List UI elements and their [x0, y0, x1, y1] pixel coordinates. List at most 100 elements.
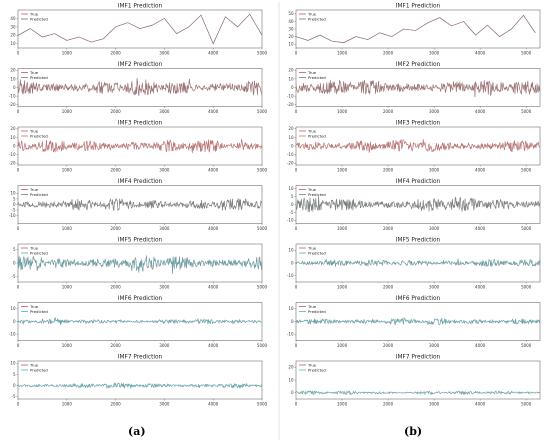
legend-true-label: True [29, 70, 39, 75]
y-tick-label: 10 [10, 135, 16, 140]
x-tick-label: 3000 [159, 226, 170, 231]
x-tick-label: 3000 [429, 109, 440, 114]
x-tick-label: 5000 [257, 226, 268, 231]
y-tick-label: -10 [287, 332, 294, 337]
y-tick-label: -10 [287, 273, 294, 278]
y-tick-label: 10 [288, 76, 294, 81]
x-tick-label: 1000 [337, 402, 348, 407]
y-tick-label: 40 [288, 19, 294, 24]
x-tick-label: 4000 [208, 168, 219, 173]
x-tick-label: 0 [295, 285, 298, 290]
y-tick-label: 5 [13, 196, 16, 201]
legend-true-label: True [307, 245, 317, 250]
imf-chart-a-3: IMF3 Prediction 0 1000 2000 3000 4000 5000 -20 -… [9, 121, 268, 173]
x-tick-label: 0 [17, 343, 20, 348]
x-tick-label: 4000 [475, 168, 486, 173]
x-tick-label: 5000 [257, 109, 268, 114]
x-tick-label: 4000 [475, 109, 486, 114]
x-tick-label: 0 [17, 402, 20, 407]
legend-true-label: True [307, 362, 317, 367]
y-tick-label: 10 [10, 306, 16, 311]
legend-predicted-label: Predicted [308, 16, 326, 21]
plot-frame [295, 302, 541, 341]
y-tick-label: -10 [9, 152, 16, 157]
y-tick-label: 20 [288, 365, 294, 370]
y-tick-label: 0 [291, 85, 294, 90]
series-predicted-line [18, 382, 262, 389]
chart-title: IMF4 Prediction [396, 179, 441, 185]
legend-predicted-label: Predicted [308, 192, 326, 197]
legend-predicted-label: Predicted [30, 133, 48, 138]
series-predicted-line [296, 14, 536, 43]
series-predicted-line [296, 139, 540, 153]
x-tick-label: 4000 [208, 402, 219, 407]
series-predicted-line [18, 77, 262, 96]
legend-true-label: True [307, 304, 317, 309]
x-tick-label: 2000 [111, 51, 122, 56]
x-tick-label: 0 [295, 343, 298, 348]
y-tick-label: 20 [10, 33, 16, 38]
y-tick-label: -5 [290, 210, 294, 215]
imf-chart-b-6: IMF6 Prediction 0 1000 2000 3000 4000 5000 -10 0… [287, 296, 541, 348]
y-tick-label: 20 [288, 68, 294, 73]
plot-frame [295, 243, 541, 283]
y-tick-label: 20 [10, 68, 16, 73]
x-tick-label: 2000 [383, 226, 394, 231]
x-tick-label: 2000 [383, 109, 394, 114]
legend-true-label: True [29, 362, 39, 367]
legend-predicted-label: Predicted [308, 250, 326, 255]
legend-true-label: True [29, 128, 39, 133]
chart-title: IMF2 Prediction [118, 62, 163, 68]
y-tick-label: 10 [10, 76, 16, 81]
chart-title: IMF3 Prediction [118, 121, 163, 127]
x-tick-label: 3000 [159, 285, 170, 290]
y-tick-label: 0 [291, 202, 294, 207]
y-tick-label: 50 [288, 11, 294, 16]
x-tick-label: 4000 [208, 51, 219, 56]
legend-predicted-label: Predicted [30, 250, 48, 255]
y-tick-label: 10 [288, 186, 294, 191]
legend-predicted-label: Predicted [308, 309, 326, 314]
x-tick-label: 5000 [521, 285, 532, 290]
x-tick-label: 5000 [521, 343, 532, 348]
x-tick-label: 0 [17, 226, 20, 231]
y-tick-label: 0 [291, 319, 294, 324]
panel-label-b: (b) [404, 425, 423, 438]
x-tick-label: 1000 [62, 109, 73, 114]
legend-true-label: True [307, 70, 317, 75]
plot-frame [295, 360, 541, 400]
x-tick-label: 1000 [337, 343, 348, 348]
y-tick-label: 40 [10, 16, 16, 21]
imf-chart-b-4: IMF4 Prediction 0 1000 2000 3000 4000 5000 -10 -… [287, 179, 541, 231]
legend-predicted-label: Predicted [308, 133, 326, 138]
y-tick-label: 10 [10, 41, 16, 46]
y-tick-label: 0 [291, 143, 294, 148]
y-tick-label: -10 [287, 218, 294, 223]
legend-predicted-label: Predicted [308, 367, 326, 372]
y-tick-label: -20 [9, 102, 16, 107]
series-predicted-line [296, 316, 540, 326]
x-tick-label: 0 [295, 168, 298, 173]
y-tick-label: 0 [13, 260, 16, 265]
x-tick-label: 4000 [208, 109, 219, 114]
y-tick-label: -5 [12, 207, 16, 212]
y-tick-label: -10 [287, 152, 294, 157]
x-tick-label: 0 [17, 109, 20, 114]
x-tick-label: 3000 [159, 109, 170, 114]
imf-chart-a-5: IMF5 Prediction 0 1000 2000 3000 4000 5000 -5 0 5… [12, 238, 268, 290]
x-tick-label: 2000 [383, 168, 394, 173]
x-tick-label: 4000 [475, 226, 486, 231]
y-tick-label: 10 [288, 135, 294, 140]
series-predicted-line [18, 255, 262, 273]
series-predicted-line [18, 198, 262, 211]
x-tick-label: 4000 [208, 226, 219, 231]
y-tick-label: -20 [287, 102, 294, 107]
x-tick-label: 4000 [475, 402, 486, 407]
x-tick-label: 4000 [208, 285, 219, 290]
x-tick-label: 3000 [159, 402, 170, 407]
legend-true-label: True [29, 245, 39, 250]
plot-frame [17, 126, 263, 166]
y-tick-label: 30 [10, 24, 16, 29]
